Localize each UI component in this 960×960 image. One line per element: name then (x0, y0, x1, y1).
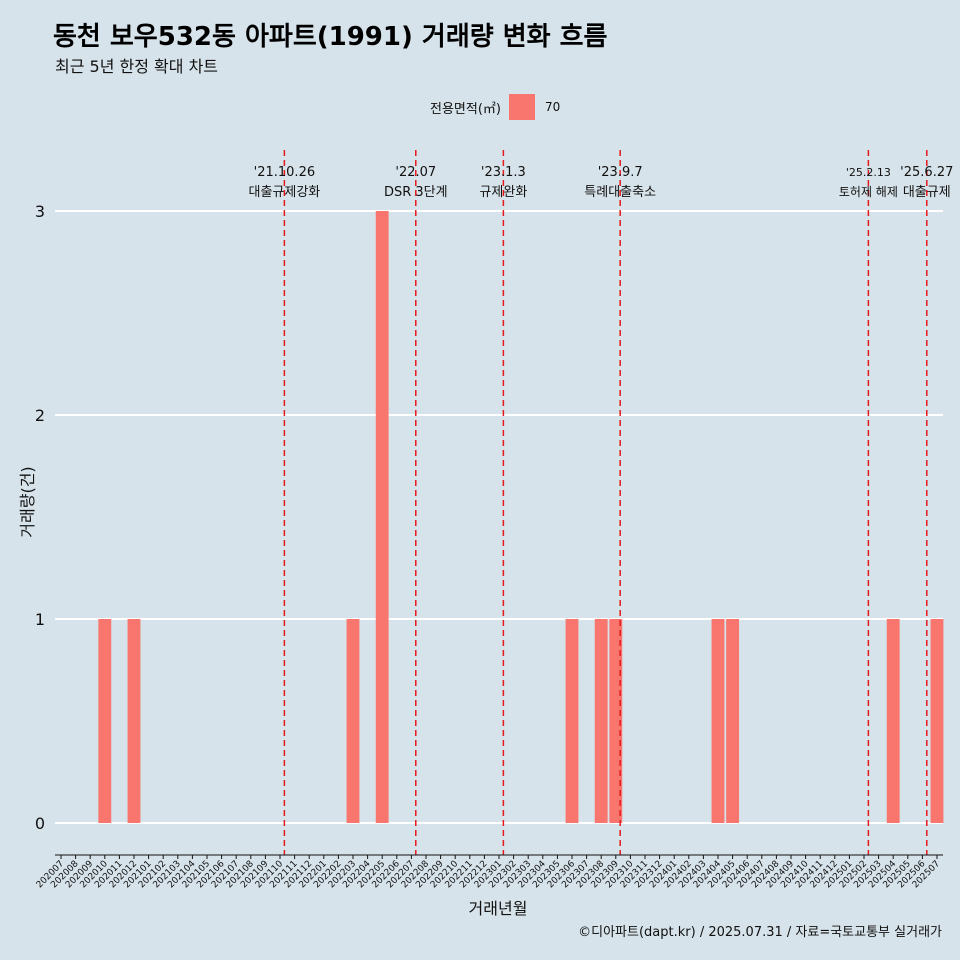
bar (726, 619, 740, 823)
y-axis-title: 거래량(건) (18, 466, 37, 537)
event-date-label: '23.1.3 (481, 165, 526, 180)
bars (98, 211, 944, 823)
source-caption: ©디아파트(dapt.kr) / 2025.07.31 / 자료=국토교통부 실… (578, 925, 942, 940)
bar (375, 211, 389, 823)
y-tick-label: 1 (35, 610, 45, 629)
bar (886, 619, 900, 823)
event-lines: '21.10.26 대출규제강화 '22.07 DSR 3단계 '23.1.3 규제완화 '… (248, 150, 953, 855)
event-date-label: '25.2.13 (846, 166, 891, 179)
axes: 0123202007202008202009202010202011202012… (35, 202, 943, 890)
bar (346, 619, 360, 823)
event-label: 대출규제 (903, 185, 951, 200)
legend: 전용면적(㎡) 70 (430, 94, 560, 120)
event-label: DSR 3단계 (384, 185, 448, 200)
bar (609, 619, 623, 823)
y-tick-label: 3 (35, 202, 45, 221)
bar (594, 619, 608, 823)
legend-swatch (508, 94, 535, 120)
event-date-label: '23.9.7 (598, 165, 643, 180)
event-label: 특례대출축소 (584, 185, 656, 200)
bar (930, 619, 944, 823)
event-label: 규제완화 (479, 185, 527, 200)
legend-title: 전용면적(㎡) (430, 101, 501, 117)
event-label: 대출규제강화 (248, 185, 320, 200)
event-date-label: '25.6.27 (900, 165, 953, 180)
grid-lines (55, 210, 943, 824)
bar (98, 619, 112, 823)
chart-subtitle: 최근 5년 한정 확대 차트 (55, 57, 219, 76)
legend-label: 70 (544, 100, 561, 114)
chart-title: 동천 보우532동 아파트(1991) 거래량 변화 흐름 (53, 22, 608, 52)
event-date-label: '21.10.26 (254, 165, 315, 180)
event-date-label: '22.07 (395, 165, 436, 180)
bar (127, 619, 141, 823)
event-label: 토허제 해제 (839, 185, 898, 199)
y-tick-label: 2 (35, 406, 45, 425)
y-tick-label: 0 (35, 814, 45, 833)
x-axis-title: 거래년월 (469, 899, 528, 918)
bar (711, 619, 725, 823)
bar (565, 619, 579, 823)
